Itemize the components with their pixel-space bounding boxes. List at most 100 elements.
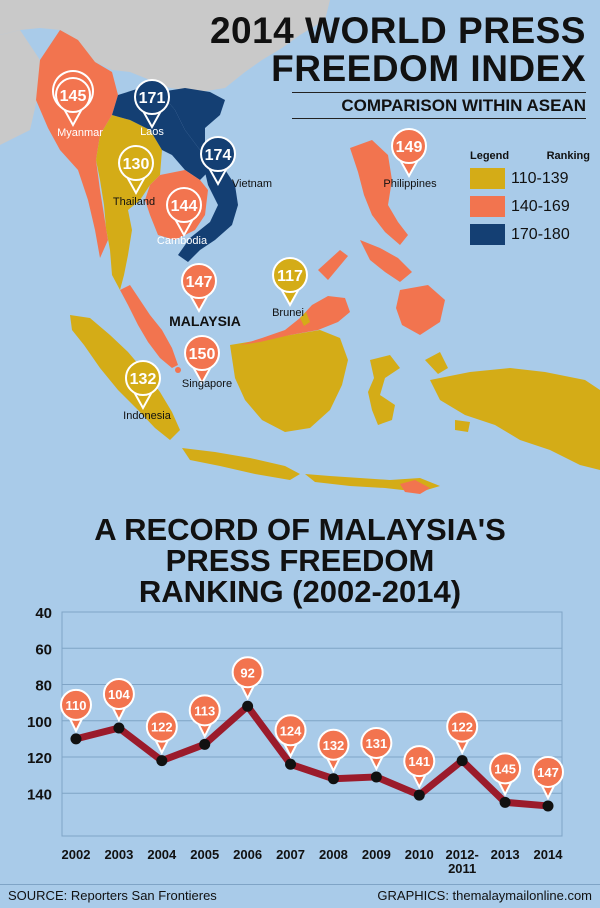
chart-title-line-1: A RECORD OF MALAYSIA'S (94, 512, 506, 547)
data-label-pin: 131 (360, 726, 393, 772)
rank-indonesia: 132 (130, 371, 157, 388)
data-label: 110 (66, 698, 87, 713)
east-malaysia-region (240, 296, 350, 345)
x-axis-ticks: 2002 2003 2004 2005 2006 2007 2008 2009 2010 2012… (62, 847, 564, 876)
x-tick-label: 2012-2011 (446, 847, 479, 876)
data-label-pin: 122 (145, 710, 178, 755)
pin-badge (188, 694, 221, 727)
data-label: 132 (323, 738, 345, 753)
y-tick-label: 140 (27, 786, 52, 803)
legend-item: 140-169 (470, 196, 590, 217)
maluku-islands (425, 352, 470, 432)
data-points (70, 700, 554, 812)
y-axis-ticks: 40 60 80 100 120 140 (27, 605, 52, 803)
chart-title-line-3: RANKING (2002-2014) (138, 574, 462, 609)
data-point (113, 722, 125, 734)
data-point (199, 738, 211, 750)
legend-swatch (470, 168, 505, 189)
vietnam-region (160, 88, 238, 262)
palawan-region (318, 250, 348, 280)
rank-philippines: 149 (396, 139, 423, 156)
x-tick-label: 2008 (319, 847, 348, 862)
legend-label: 140-169 (511, 197, 570, 215)
china-landmass (0, 0, 330, 92)
y-tick-label: 40 (35, 605, 52, 622)
plot-area (61, 611, 563, 837)
x-tick-label: 2007 (276, 847, 305, 862)
marker-cambodia: 144 (166, 187, 202, 238)
mindanao-region (396, 285, 445, 335)
rank-cambodia: 144 (171, 198, 198, 215)
pin-badge (231, 656, 264, 689)
timor-leste-region (400, 480, 430, 494)
legend-header-right: Ranking (546, 150, 590, 162)
visayas-region (360, 240, 412, 282)
x-tick-label: 2003 (104, 847, 133, 862)
label-indonesia: Indonesia (123, 410, 172, 422)
marker-thailand: 130 (118, 145, 154, 196)
pin-badge (489, 752, 522, 785)
x-tick-label: 2013 (491, 847, 520, 862)
x-tick-label: 2002 (62, 847, 91, 862)
infographic-title: 2014 WORLD PRESS FREEDOM INDEX (210, 12, 586, 88)
chart-title: A RECORD OF MALAYSIA'S PRESS FREEDOM RAN… (0, 514, 600, 607)
legend-swatch (470, 196, 505, 217)
label-malaysia: MALAYSIA (169, 313, 241, 329)
data-label: 147 (537, 765, 559, 780)
infographic-subtitle: COMPARISON WITHIN ASEAN (341, 96, 586, 115)
legend-item: 110-139 (470, 168, 590, 189)
marker-laos: 171 (134, 79, 170, 130)
marker-myanmar-badge (55, 77, 91, 113)
laos-region (112, 88, 208, 180)
pin-badge (360, 726, 393, 759)
label-myanmar: Myanmar (57, 127, 103, 139)
legend-header-left: Legend (470, 150, 510, 162)
java-region (182, 448, 300, 480)
pin-badge (102, 678, 135, 710)
legend-label: 170-180 (511, 225, 570, 243)
marker-singapore: 150 (184, 335, 220, 386)
kalimantan-region (230, 330, 348, 432)
rank-thailand: 130 (123, 156, 150, 173)
marker-brunei: 117 (272, 257, 308, 308)
data-label-pin: 110 (60, 688, 92, 734)
data-label-pin: 92 (231, 656, 264, 701)
y-tick-label: 100 (27, 714, 52, 731)
label-singapore: Singapore (182, 378, 232, 390)
data-point (327, 773, 339, 785)
legend: Legend Ranking 110-139 140-169 170-180 (470, 150, 590, 252)
sumatra-region (70, 315, 180, 440)
luzon-region (350, 140, 408, 245)
data-point (242, 700, 254, 712)
y-tick-label: 120 (27, 750, 52, 767)
data-label: 124 (280, 723, 302, 738)
data-label-pin: 141 (403, 745, 436, 790)
pin-badge (446, 710, 479, 743)
pin-badge (317, 728, 350, 761)
marker-myanmar: 145 (52, 70, 94, 128)
label-brunei: Brunei (272, 307, 304, 319)
data-point (413, 789, 425, 801)
x-tick-label: 2009 (362, 847, 391, 862)
asean-map: 145 Myanmar 171 Laos 174 Vietnam 130 Tha… (0, 0, 600, 494)
data-label-pin: 113 (188, 694, 221, 739)
marker-philippines: 149 (391, 128, 427, 179)
data-point (456, 755, 468, 767)
x-tick-label: 2014 (534, 847, 564, 862)
data-label: 145 (494, 761, 516, 776)
legend-header: Legend Ranking (470, 150, 590, 162)
data-point (70, 733, 82, 745)
data-labels: 110 104 122 113 92 124 132 131 141 122 145 147 (60, 656, 564, 801)
pin-badge (60, 688, 92, 721)
rank-brunei: 117 (277, 268, 303, 285)
data-label-pin: 145 (489, 752, 522, 797)
singapore-region (175, 367, 181, 373)
data-point (285, 758, 297, 770)
data-label: 113 (194, 703, 215, 718)
marker-vietnam: 174 (200, 136, 236, 187)
gridlines (62, 611, 562, 794)
data-label-pin: 124 (274, 714, 307, 759)
rank-vietnam: 174 (205, 147, 232, 164)
subtitle-rule-top (292, 92, 586, 93)
rank-laos: 171 (139, 90, 166, 107)
